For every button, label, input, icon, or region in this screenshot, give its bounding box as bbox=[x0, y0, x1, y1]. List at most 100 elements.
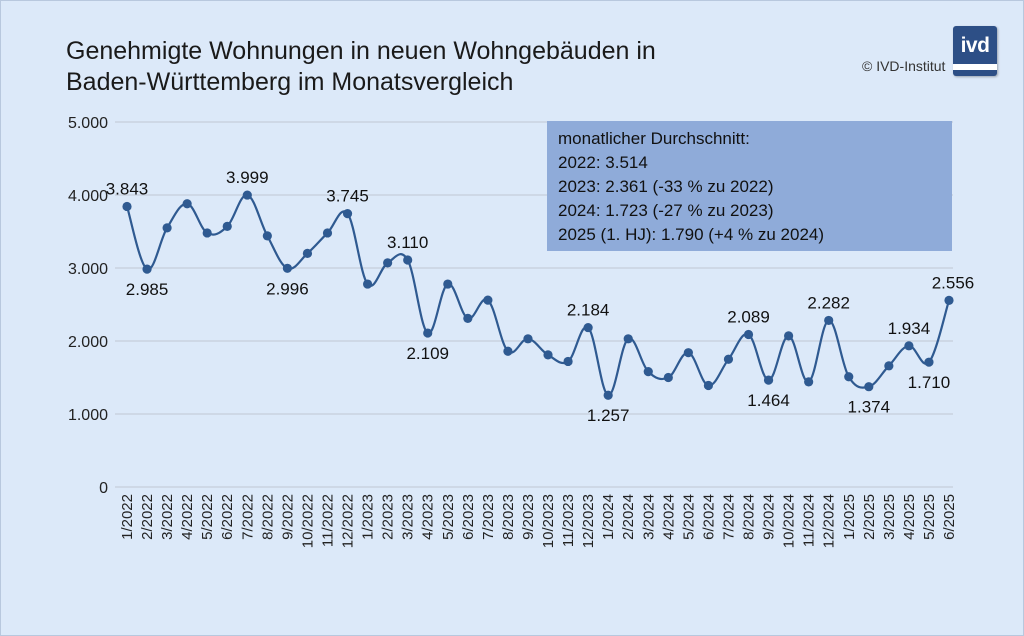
data-point-marker bbox=[543, 350, 553, 360]
x-tick-label: 12/2022 bbox=[340, 494, 357, 548]
infobox-2025: 2025 (1. HJ): 1.790 (+4 % zu 2024) bbox=[558, 225, 825, 244]
data-point-marker bbox=[122, 201, 132, 212]
x-tick-label: 5/2025 bbox=[921, 494, 938, 540]
x-tick-label: 12/2024 bbox=[821, 494, 838, 548]
data-point-marker bbox=[362, 279, 373, 289]
copyright-notice: © IVD-Institut bbox=[862, 58, 946, 74]
data-point-marker bbox=[222, 221, 232, 231]
infobox-heading: monatlicher Durchschnitt: bbox=[558, 129, 750, 148]
x-tick-label: 3/2023 bbox=[400, 494, 417, 540]
infobox-2023: 2023: 2.361 (-33 % zu 2022) bbox=[558, 177, 774, 196]
x-tick-label: 10/2024 bbox=[781, 494, 798, 548]
x-tick-label: 5/2023 bbox=[440, 494, 457, 540]
data-point-marker bbox=[523, 334, 533, 344]
x-tick-label: 2/2024 bbox=[620, 494, 637, 540]
data-label: 2.089 bbox=[727, 308, 770, 327]
data-point-marker bbox=[864, 382, 874, 392]
data-point-marker bbox=[483, 295, 493, 305]
x-tick-label: 9/2023 bbox=[520, 494, 537, 540]
data-point-marker bbox=[463, 313, 473, 323]
x-tick-label: 5/2022 bbox=[199, 494, 216, 540]
data-point-marker bbox=[302, 248, 313, 258]
x-tick-label: 4/2022 bbox=[179, 494, 196, 540]
x-tick-label: 4/2024 bbox=[660, 494, 677, 540]
data-label: 1.934 bbox=[888, 319, 931, 338]
data-point-marker bbox=[162, 223, 172, 233]
x-tick-label: 7/2023 bbox=[480, 494, 497, 540]
x-tick-label: 10/2022 bbox=[299, 494, 316, 548]
x-tick-label: 1/2024 bbox=[600, 494, 617, 540]
x-tick-label: 3/2024 bbox=[640, 494, 657, 540]
y-axis: 0 1.000 2.000 3.000 4.000 5.000 bbox=[68, 115, 108, 497]
data-label: 2.184 bbox=[567, 301, 610, 320]
data-point-marker bbox=[743, 329, 754, 340]
data-point-marker bbox=[322, 228, 333, 238]
series-markers bbox=[122, 190, 954, 400]
x-tick-label: 1/2025 bbox=[841, 494, 858, 540]
y-tick-label: 0 bbox=[99, 480, 108, 497]
x-tick-label: 6/2023 bbox=[460, 494, 477, 540]
data-label: 3.843 bbox=[106, 179, 149, 198]
x-tick-label: 10/2023 bbox=[540, 494, 557, 548]
data-label: 2.109 bbox=[406, 344, 449, 363]
data-point-marker bbox=[703, 380, 714, 391]
data-point-marker bbox=[924, 357, 934, 367]
y-tick-label: 3.000 bbox=[68, 261, 108, 278]
data-label: 1.257 bbox=[587, 406, 630, 425]
data-label: 1.464 bbox=[747, 391, 790, 410]
data-label: 2.985 bbox=[126, 280, 169, 299]
data-point-marker bbox=[383, 258, 393, 268]
y-tick-label: 1.000 bbox=[68, 407, 108, 424]
x-tick-label: 2/2023 bbox=[380, 494, 397, 540]
data-point-marker bbox=[583, 322, 593, 333]
chart-title-line2: Baden-Württemberg im Monatsvergleich bbox=[66, 68, 514, 96]
x-tick-label: 9/2022 bbox=[279, 494, 296, 540]
data-point-marker bbox=[342, 209, 353, 219]
data-point-marker bbox=[503, 346, 513, 356]
data-label: 1.374 bbox=[848, 398, 891, 417]
data-point-marker bbox=[443, 279, 453, 289]
infobox-2024: 2024: 1.723 (-27 % zu 2023) bbox=[558, 201, 774, 220]
y-tick-label: 2.000 bbox=[68, 334, 108, 351]
x-tick-label: 3/2025 bbox=[881, 494, 898, 540]
data-point-marker bbox=[282, 263, 292, 273]
x-tick-label: 6/2025 bbox=[941, 494, 958, 540]
data-point-marker bbox=[763, 375, 774, 385]
x-tick-label: 2/2022 bbox=[139, 494, 156, 540]
ivd-logo: ivd bbox=[953, 26, 997, 76]
data-point-marker bbox=[563, 356, 573, 367]
data-label: 3.999 bbox=[226, 168, 269, 187]
data-label: 3.745 bbox=[326, 187, 369, 206]
data-point-marker bbox=[182, 199, 192, 209]
data-point-marker bbox=[904, 341, 914, 351]
data-point-marker bbox=[723, 354, 734, 364]
average-infobox: monatlicher Durchschnitt: 2022: 3.514 20… bbox=[547, 121, 952, 251]
data-label: 3.110 bbox=[387, 233, 428, 252]
data-point-marker bbox=[623, 334, 633, 344]
x-tick-label: 9/2024 bbox=[761, 494, 778, 540]
data-point-marker bbox=[142, 264, 152, 274]
data-label: 2.556 bbox=[932, 273, 975, 292]
data-point-marker bbox=[844, 372, 854, 382]
data-point-marker bbox=[824, 315, 834, 326]
x-tick-label: 7/2022 bbox=[239, 494, 256, 540]
ivd-logo-stripe bbox=[953, 64, 997, 70]
data-point-marker bbox=[202, 228, 212, 238]
x-tick-label: 8/2022 bbox=[259, 494, 276, 540]
data-point-marker bbox=[423, 328, 433, 338]
x-tick-label: 1/2022 bbox=[119, 494, 136, 540]
data-labels: 3.843 2.985 3.999 2.996 3.745 3.110 2.109 2.184… bbox=[106, 168, 975, 425]
infobox-2022: 2022: 3.514 bbox=[558, 153, 648, 172]
x-tick-label: 1/2023 bbox=[360, 494, 377, 540]
data-point-marker bbox=[663, 372, 673, 383]
x-tick-label: 11/2023 bbox=[560, 494, 577, 547]
x-tick-label: 2/2025 bbox=[861, 494, 878, 540]
x-tick-label: 5/2024 bbox=[680, 494, 697, 540]
data-point-marker bbox=[242, 190, 252, 200]
x-tick-label: 3/2022 bbox=[159, 494, 176, 540]
x-tick-label: 8/2023 bbox=[500, 494, 517, 540]
data-label: 2.282 bbox=[807, 293, 850, 312]
data-label: 2.996 bbox=[266, 279, 309, 298]
data-point-marker bbox=[262, 231, 272, 241]
